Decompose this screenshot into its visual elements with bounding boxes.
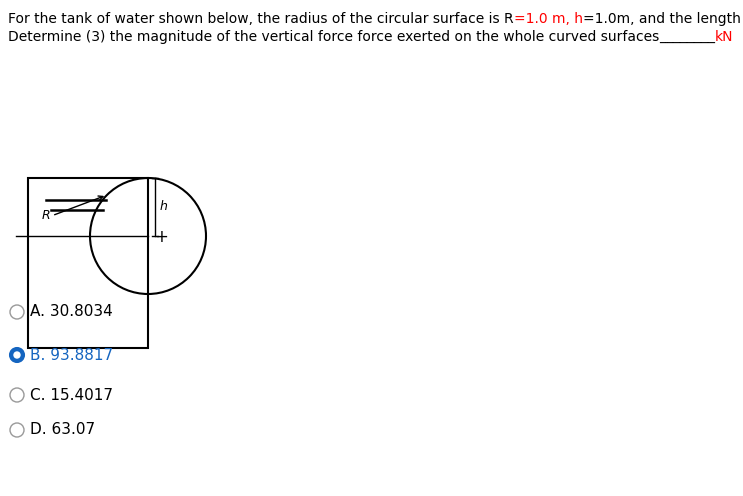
Text: kN: kN [716, 30, 734, 44]
Circle shape [10, 348, 24, 362]
Bar [28, 178, 148, 348]
Text: A. 30.8034: A. 30.8034 [30, 305, 113, 319]
Text: R: R [42, 209, 50, 222]
Text: For the tank of water shown below, the radius of the circular surface is R: For the tank of water shown below, the r… [8, 12, 513, 26]
Circle shape [14, 352, 20, 358]
Text: D. 63.07: D. 63.07 [30, 423, 95, 437]
Text: h: h [160, 200, 168, 213]
Text: =1.0m, and the length of the tank is w: =1.0m, and the length of the tank is w [583, 12, 743, 26]
Text: +: + [154, 228, 168, 246]
Text: ________: ________ [659, 30, 716, 44]
Text: C. 15.4017: C. 15.4017 [30, 387, 113, 402]
Text: Determine (3) the magnitude of the vertical force force exerted on the whole cur: Determine (3) the magnitude of the verti… [8, 30, 659, 44]
Text: =1.0 m, h: =1.0 m, h [513, 12, 583, 26]
Text: B. 93.8817: B. 93.8817 [30, 348, 113, 363]
